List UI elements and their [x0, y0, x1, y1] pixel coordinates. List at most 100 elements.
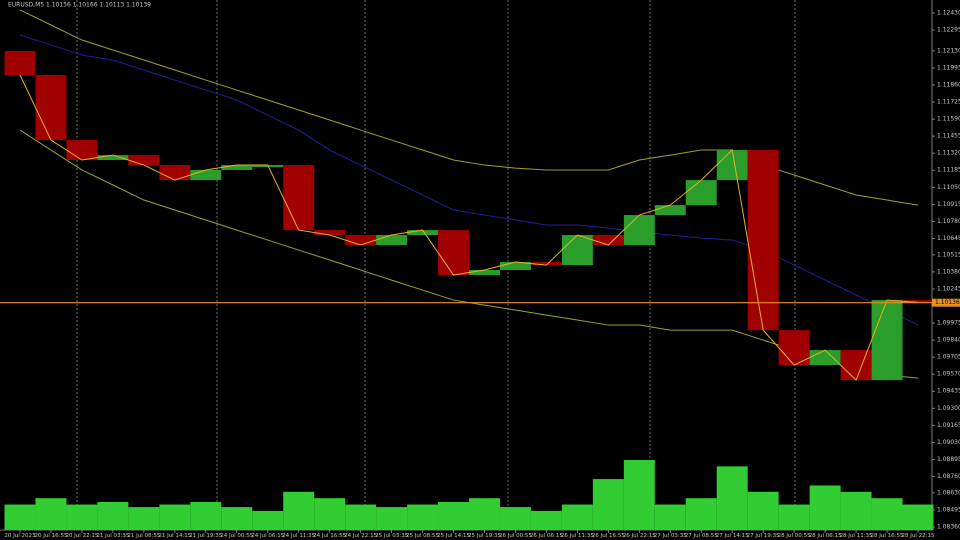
volume-bar [469, 498, 500, 530]
x-tick-label: 25 Jul 08:55 [406, 533, 439, 539]
volume-bar [592, 479, 624, 530]
x-tick-label: 26 Jul 00:55 [499, 533, 532, 539]
volume-bar [376, 507, 408, 530]
y-tick-label: 1.08495 [937, 506, 960, 513]
ribbon-block [190, 169, 222, 181]
volume-bar [871, 498, 903, 530]
y-tick-label: 1.12130 [937, 47, 960, 54]
ribbon-block [469, 270, 500, 276]
y-tick-label: 1.10645 [937, 235, 960, 242]
y-tick-label: 1.12430 [937, 10, 960, 17]
ribbon-block [747, 150, 779, 331]
volume-bar [809, 485, 841, 530]
x-tick-label: 28 Jul 00:55 [778, 533, 811, 539]
volume-bar [283, 491, 315, 530]
y-tick-label: 1.10780 [937, 218, 960, 225]
volume-bar [499, 507, 531, 530]
y-tick-label: 1.10915 [937, 201, 960, 208]
y-tick-label: 1.08760 [937, 473, 960, 480]
x-tick-label: 24 Jul 00:55 [220, 533, 253, 539]
ribbon-block [221, 165, 253, 170]
volume-bar [314, 498, 346, 530]
ribbon-block [685, 180, 717, 206]
volume-bar [345, 504, 377, 530]
x-tick-label: 25 Jul 14:15 [437, 533, 470, 539]
current-price-box [932, 298, 960, 307]
ribbon-block [35, 75, 67, 141]
volume-bar [128, 507, 160, 530]
y-tick-label: 1.08895 [937, 456, 960, 463]
volume-bar [561, 504, 593, 530]
y-tick-label: 1.10515 [937, 251, 960, 258]
ribbon-block [778, 330, 810, 366]
volume-bar [654, 504, 686, 530]
x-tick-label: 24 Jul 22:15 [344, 533, 377, 539]
x-tick-label: 28 Jul 22:15 [902, 533, 935, 539]
x-tick-label: 26 Jul 16:55 [592, 533, 625, 539]
y-tick-label: 1.09300 [937, 405, 960, 412]
x-tick-label: 28 Jul 11:35 [840, 533, 873, 539]
ribbon-block [561, 235, 593, 266]
ribbon-block [159, 165, 191, 181]
x-tick-label: 27 Jul 08:55 [685, 533, 718, 539]
x-tick-label: 25 Jul 19:35 [468, 533, 501, 539]
volume-bar [623, 460, 655, 530]
y-tick-label: 1.09840 [937, 337, 960, 344]
y-tick-label: 1.09705 [937, 354, 960, 361]
chart-info: EURUSD,M5 1.10156 1.10166 1.10113 1.1013… [8, 2, 151, 9]
ribbon-block [4, 50, 36, 76]
y-tick-label: 1.11185 [937, 167, 960, 174]
volume-bar [4, 504, 36, 530]
volume-bar [530, 510, 562, 530]
ribbon-block [654, 205, 686, 216]
x-tick-label: 27 Jul 14:15 [716, 533, 749, 539]
x-tick-label: 20 Jul 16:55 [34, 533, 67, 539]
x-tick-label: 27 Jul 03:35 [654, 533, 687, 539]
volume-bar [747, 491, 779, 530]
ribbon-block [840, 350, 872, 381]
y-tick-label: 1.11860 [937, 81, 960, 88]
volume-bar [221, 507, 253, 530]
ribbon-block [314, 230, 346, 236]
y-tick-label: 1.11995 [937, 64, 960, 71]
ribbon-block [376, 235, 408, 245]
x-tick-label: 24 Jul 11:35 [282, 533, 315, 539]
y-tick-label: 1.09030 [937, 439, 960, 446]
ribbon-block [283, 165, 315, 231]
x-tick-label: 24 Jul 06:15 [251, 533, 284, 539]
ribbon-block [66, 140, 98, 161]
x-tick-label: 24 Jul 16:55 [313, 533, 346, 539]
volume-bar [840, 491, 872, 530]
ribbon-block [128, 155, 160, 166]
ribbon-block [809, 350, 841, 366]
x-tick-label: 25 Jul 03:35 [375, 533, 408, 539]
y-tick-label: 1.09570 [937, 371, 960, 378]
y-tick-label: 1.11050 [937, 184, 960, 191]
volume-bar [438, 502, 469, 530]
ribbon-block [530, 262, 562, 266]
x-tick-label: 26 Jul 11:35 [561, 533, 594, 539]
y-tick-label: 1.11455 [937, 133, 960, 140]
x-tick-label: 20 Jul 22:15 [65, 533, 98, 539]
ribbon-block [716, 150, 748, 181]
volume-bar [35, 498, 67, 530]
x-tick-label: 21 Jul 03:35 [96, 533, 129, 539]
current-price-label: 1.10136 [935, 299, 960, 306]
x-tick-label: 26 Jul 06:15 [530, 533, 563, 539]
volume-bar [407, 504, 439, 530]
x-tick-label: 27 Jul 19:35 [747, 533, 780, 539]
price-line [19, 74, 919, 382]
x-tick-label: 20 Jul 2023 [4, 533, 36, 539]
volume-bar [252, 510, 284, 530]
y-tick-label: 1.09975 [937, 320, 960, 327]
ribbon-block [623, 215, 655, 245]
volume-bar [66, 504, 98, 530]
ribbon-block [97, 155, 129, 161]
ribbon-block [902, 300, 934, 303]
x-tick-label: 21 Jul 08:55 [127, 533, 160, 539]
volume-bar [685, 498, 717, 530]
x-tick-label: 28 Jul 16:55 [871, 533, 904, 539]
y-tick-label: 1.10380 [937, 268, 960, 275]
ribbon-block [871, 300, 903, 381]
